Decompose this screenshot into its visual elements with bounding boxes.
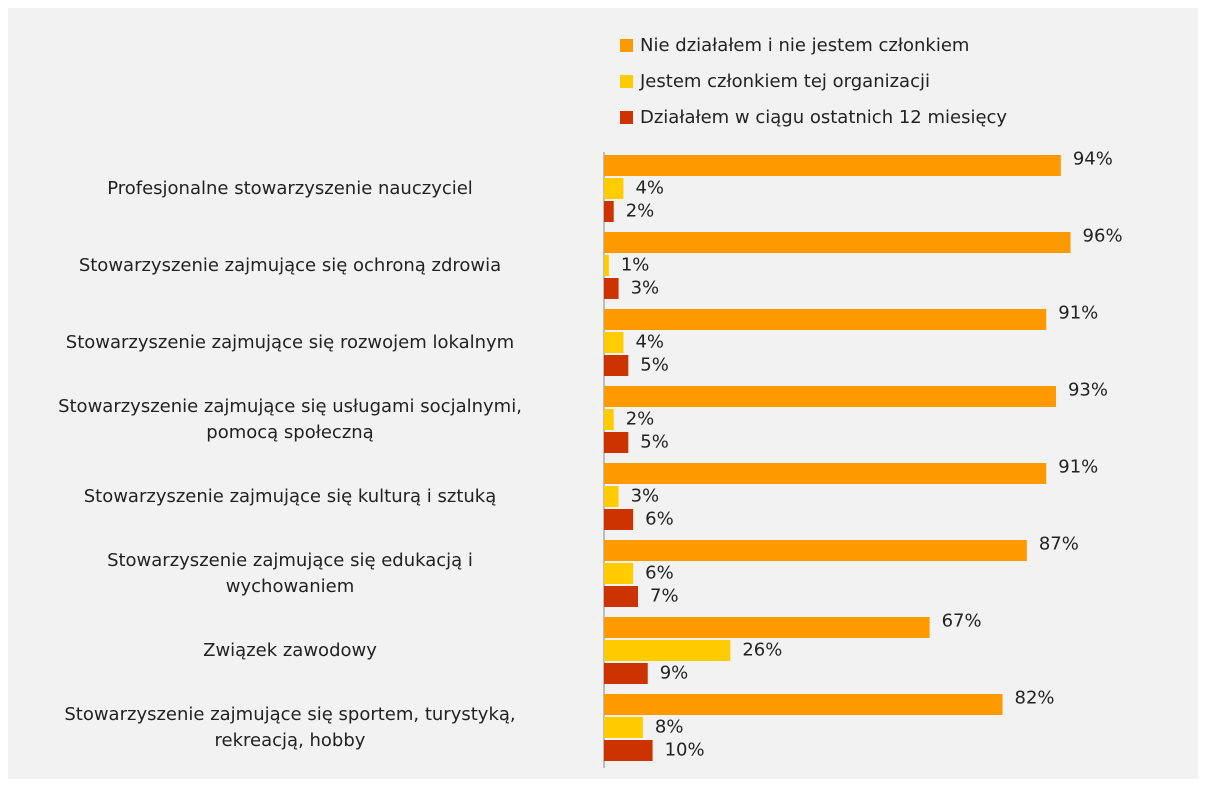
value-label: 3% bbox=[631, 486, 660, 507]
legend-swatch bbox=[620, 111, 633, 124]
value-label: 4% bbox=[635, 332, 664, 353]
value-label: 93% bbox=[1068, 380, 1108, 401]
value-label: 5% bbox=[640, 355, 669, 376]
bar bbox=[604, 509, 634, 530]
bar bbox=[604, 355, 629, 376]
bar bbox=[604, 155, 1061, 176]
bar bbox=[604, 255, 609, 276]
bar bbox=[604, 694, 1003, 715]
category-label: Stowarzyszenie zajmujące się rozwojem lo… bbox=[65, 331, 515, 353]
value-label: 91% bbox=[1058, 457, 1098, 478]
value-label: 6% bbox=[645, 563, 674, 584]
bar bbox=[604, 409, 614, 430]
bar bbox=[604, 586, 639, 607]
bar bbox=[604, 278, 619, 299]
value-label: 82% bbox=[1015, 688, 1055, 709]
bar bbox=[604, 178, 624, 199]
category-label: Stowarzyszenie zajmujące się sportem, tu… bbox=[64, 703, 516, 751]
value-label: 7% bbox=[650, 586, 679, 607]
category-label: Związek zawodowy bbox=[203, 639, 377, 661]
bar bbox=[604, 463, 1047, 484]
value-label: 6% bbox=[645, 509, 674, 530]
legend-label: Nie działałem i nie jestem członkiem bbox=[640, 35, 969, 56]
value-label: 4% bbox=[635, 178, 664, 199]
bar bbox=[604, 332, 624, 353]
bar bbox=[604, 663, 648, 684]
bar bbox=[604, 740, 653, 761]
legend-swatch bbox=[620, 39, 633, 52]
category-label: Stowarzyszenie zajmujące się usługami so… bbox=[58, 395, 522, 443]
bar bbox=[604, 717, 643, 738]
value-label: 94% bbox=[1073, 149, 1113, 170]
value-label: 10% bbox=[665, 740, 705, 761]
bar bbox=[604, 640, 731, 661]
bar bbox=[604, 540, 1027, 561]
value-label: 5% bbox=[640, 432, 669, 453]
legend-swatch bbox=[620, 75, 633, 88]
bar bbox=[604, 486, 619, 507]
value-label: 9% bbox=[660, 663, 689, 684]
legend-label: Jestem członkiem tej organizacji bbox=[639, 71, 930, 92]
value-label: 2% bbox=[626, 409, 655, 430]
value-label: 26% bbox=[742, 640, 782, 661]
bar bbox=[604, 386, 1056, 407]
value-label: 2% bbox=[626, 201, 655, 222]
category-label: Stowarzyszenie zajmujące się ochroną zdr… bbox=[78, 254, 502, 276]
value-label: 3% bbox=[631, 278, 660, 299]
bar bbox=[604, 432, 629, 453]
category-label: Profesjonalne stowarzyszenie nauczyciel bbox=[107, 177, 473, 199]
bar bbox=[604, 201, 614, 222]
category-label: Stowarzyszenie zajmujące się edukacją i … bbox=[107, 549, 473, 597]
value-label: 67% bbox=[942, 611, 982, 632]
legend-label: Działałem w ciągu ostatnich 12 miesięcy bbox=[640, 107, 1007, 128]
value-label: 8% bbox=[655, 717, 684, 738]
bar bbox=[604, 309, 1047, 330]
bar bbox=[604, 232, 1071, 253]
value-label: 87% bbox=[1039, 534, 1079, 555]
value-label: 1% bbox=[621, 255, 650, 276]
category-label: Stowarzyszenie zajmujące się kulturą i s… bbox=[83, 485, 497, 507]
bar bbox=[604, 617, 930, 638]
bar bbox=[604, 563, 634, 584]
value-label: 96% bbox=[1083, 226, 1123, 247]
value-label: 91% bbox=[1058, 303, 1098, 324]
